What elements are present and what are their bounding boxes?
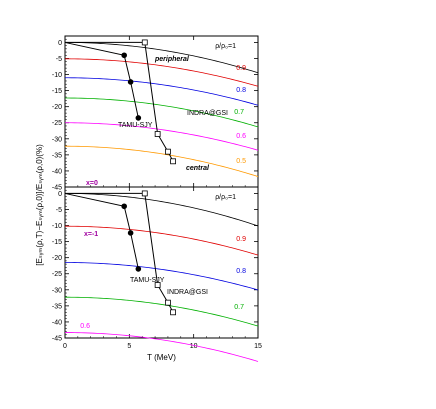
plot-frame [64, 186, 259, 339]
density-curve-label: 0.6 [80, 323, 90, 330]
data-point [170, 158, 176, 165]
annotation: peripheral [154, 56, 190, 63]
y-tick-label: -25 [52, 120, 62, 127]
data-point [121, 203, 127, 210]
x-tick-label: 10 [190, 343, 198, 350]
density-curve [64, 58, 259, 87]
density-curve [65, 77, 259, 106]
annotation: central [186, 165, 210, 172]
y-tick-label: -20 [52, 104, 62, 111]
y-tick-label: -30 [52, 287, 62, 294]
density-curve-label: 0.7 [234, 109, 244, 116]
data-point [127, 230, 134, 236]
density-curve-label: ρ/ρ₀=1 [215, 194, 236, 201]
density-curve [64, 332, 259, 362]
density-curve-label: ρ/ρ₀=1 [215, 43, 236, 50]
y-tick-label: -40 [52, 168, 62, 175]
series-line [64, 192, 139, 270]
density-curve-label: 0.5 [236, 158, 246, 165]
panel-bottom: 0-5-10-15-20-25-30-35-40-450 5 10 15ρ/ρ₀=10… [52, 186, 262, 362]
y-tick-label: -10 [52, 223, 62, 230]
data-point [121, 52, 127, 59]
data-point [165, 148, 171, 155]
y-tick-label: -45 [52, 336, 62, 343]
panel-label: x=-1 [84, 231, 98, 238]
panel-label: x=0 [86, 180, 98, 187]
density-curve-label: 0.8 [236, 87, 246, 94]
density-curve-label: 0.9 [236, 236, 246, 243]
y-tick-label: -35 [52, 152, 62, 159]
y-tick-label: -35 [52, 303, 62, 310]
density-curve [64, 122, 259, 151]
density-curve [64, 145, 259, 177]
series-label: TAMU-SJY [130, 277, 165, 284]
density-curve-label: 0.9 [236, 65, 246, 72]
y-tick-label: -20 [52, 255, 62, 262]
y-tick-label: 0 [58, 40, 62, 47]
series-label: INDRA@GSI [187, 110, 228, 117]
data-point [165, 299, 171, 306]
x-tick-label: 0 [63, 343, 67, 350]
data-point [141, 190, 148, 197]
data-point [135, 266, 142, 272]
series-label: INDRA@GSI [167, 289, 208, 296]
density-curve [65, 42, 259, 74]
y-tick-label: -15 [52, 88, 62, 95]
y-tick-label: -25 [52, 271, 62, 278]
x-tick-label: 5 [127, 343, 131, 350]
x-axis-title: T (MeV) [147, 353, 176, 362]
y-tick-label: -45 [52, 185, 62, 192]
y-tick-label: -15 [52, 239, 62, 246]
x-tick-label: 15 [254, 343, 262, 350]
y-tick-label: -10 [52, 72, 62, 79]
data-point [135, 115, 142, 121]
y-tick-label: -5 [56, 56, 62, 63]
data-point [141, 39, 148, 46]
series-line [65, 192, 174, 313]
density-curve-label: 0.7 [234, 304, 244, 311]
data-point [154, 282, 161, 288]
y-tick-label: -30 [52, 136, 62, 143]
series-label: TAMU-SJY [118, 122, 153, 129]
density-curve [64, 296, 259, 327]
series-line [64, 41, 139, 119]
density-curve [64, 262, 259, 291]
data-point [170, 309, 176, 316]
density-curve-label: 0.8 [236, 268, 246, 275]
density-curve [65, 225, 259, 256]
y-tick-label: 0 [58, 191, 62, 198]
density-curve-label: 0.6 [236, 133, 246, 140]
density-curve [65, 97, 259, 128]
panel-top: 0 -5 -10 -15 -20 -25 -30 -35 -40 -45 ρ/ρ₀=1 0.9 0.8 0… [52, 35, 259, 192]
y-tick-label: -40 [52, 319, 62, 326]
data-point [154, 131, 161, 137]
density-curve [65, 193, 259, 227]
data-point [127, 79, 134, 85]
y-tick-label: -5 [56, 207, 62, 214]
y-axis-title: [Eₛᵧₘ(ρ,T)−Eₛᵧₘ(ρ,0)]/Eₛᵧₘ(ρ,0)(%) [35, 144, 44, 266]
